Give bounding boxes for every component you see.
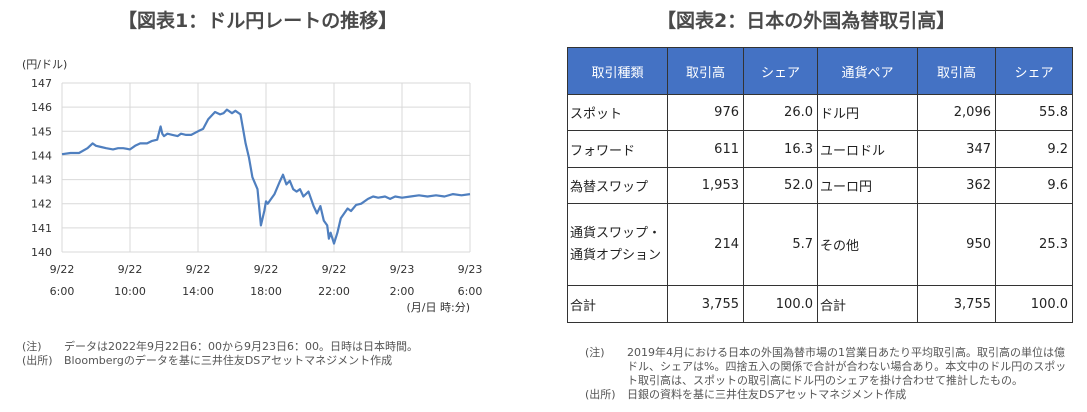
x-tick-label-time: 10:00 — [114, 285, 146, 298]
table-header-row: 取引種類 取引高 シェア 通貨ペア 取引高 シェア — [567, 47, 1073, 95]
header-cell: 通貨ペア — [817, 47, 918, 95]
y-axis-label: (円/ドル) — [22, 58, 67, 71]
source-key: (出所) — [22, 354, 53, 367]
table-cell: 2,096 — [917, 93, 996, 132]
x-axis-label: (月/日 時:分) — [407, 301, 471, 314]
x-tick-label-time: 6:00 — [458, 285, 483, 298]
table-cell: 100.0 — [743, 285, 818, 323]
table2-title: 【図表2：日本の外国為替取引高】 — [657, 10, 956, 32]
y-tick-label: 147 — [31, 77, 52, 90]
table-cell: 26.0 — [743, 93, 818, 132]
table-cell: 52.0 — [743, 166, 818, 205]
table-cell: 1,953 — [667, 166, 744, 205]
table-cell: 3,755 — [667, 285, 744, 323]
chart1-source-row: (出所) Bloombergのデータを基に三井住友DSアセットマネジメント作成 — [22, 354, 522, 368]
y-tick-label: 146 — [31, 101, 52, 114]
y-tick-label: 140 — [31, 246, 52, 259]
gridlines — [61, 82, 471, 253]
table-cell: 347 — [917, 130, 996, 168]
table-cell: 9.6 — [995, 166, 1073, 205]
table-cell: 3,755 — [917, 285, 996, 323]
table-row: 為替スワップ 1,953 52.0 ユーロ円 362 9.6 — [567, 166, 1073, 205]
note-key: (注) — [22, 340, 42, 353]
x-tick-label-date: 9/22 — [186, 263, 211, 276]
source-text: Bloombergのデータを基に三井住友DSアセットマネジメント作成 — [64, 354, 393, 367]
table-cell: 100.0 — [995, 285, 1073, 323]
x-tick-label-time: 6:00 — [50, 285, 75, 298]
table-cell: 950 — [917, 203, 996, 287]
x-tick-label-time: 18:00 — [250, 285, 282, 298]
usd-jpy-line-chart: (円/ドル) 140 141 142 143 144 145 146 147 9/22 6:00… — [22, 58, 483, 314]
source-key: (出所) — [585, 388, 616, 401]
y-tick-labels: 140 141 142 143 144 145 146 147 — [31, 77, 52, 259]
y-tick-label: 145 — [31, 125, 52, 138]
cell-line: 通貨オプション — [570, 247, 662, 263]
table-cell: ドル円 — [817, 93, 918, 132]
table2-source-row: (出所) 日銀の資料を基に三井住友DSアセットマネジメント作成 — [585, 388, 1075, 402]
note-text: データは2022年9月22日6：00から9月23日6：00。日時は日本時間。 — [64, 340, 418, 353]
x-tick-label-time: 14:00 — [182, 285, 214, 298]
table-cell: 611 — [667, 130, 744, 168]
x-tick-label-date: 9/22 — [254, 263, 279, 276]
header-cell: 取引種類 — [567, 47, 668, 95]
table-row: 通貨スワップ・ 通貨オプション 214 5.7 その他 950 25.3 — [567, 203, 1073, 287]
table-cell: 16.3 — [743, 130, 818, 168]
usd-jpy-series-line — [61, 108, 471, 245]
table-cell: 為替スワップ — [567, 166, 668, 205]
table-row: フォワード 611 16.3 ユーロドル 347 9.2 — [567, 130, 1073, 168]
note-text: 2019年4月における日本の外国為替市場の1営業日あたり平均取引高。取引高の単位… — [627, 346, 1067, 387]
source-text: 日銀の資料を基に三井住友DSアセットマネジメント作成 — [627, 388, 907, 401]
x-tick-label-date: 9/23 — [390, 263, 415, 276]
header-cell: シェア — [995, 47, 1073, 95]
table-cell: 合計 — [817, 285, 918, 323]
table-cell: 合計 — [567, 285, 668, 323]
x-tick-label-time: 2:00 — [390, 285, 415, 298]
table-cell: フォワード — [567, 130, 668, 168]
table-row: スポット 976 26.0 ドル円 2,096 55.8 — [567, 93, 1073, 132]
x-tick-label-date: 9/22 — [118, 263, 143, 276]
x-tick-labels: 9/22 6:00 9/22 10:00 9/22 14:00 9/22 18:00 9/22 2… — [50, 263, 483, 298]
table-cell: 9.2 — [995, 130, 1073, 168]
y-tick-label: 141 — [31, 222, 52, 235]
fx-volume-table: 取引種類 取引高 シェア 通貨ペア 取引高 シェア スポット 976 26.0 … — [567, 47, 1073, 323]
cell-line: 通貨スワップ・ — [570, 225, 662, 241]
y-tick-label: 144 — [31, 149, 52, 162]
note-key: (注) — [585, 346, 605, 359]
x-tick-label-date: 9/23 — [458, 263, 483, 276]
table-cell: スポット — [567, 93, 668, 132]
table-cell: 5.7 — [743, 203, 818, 287]
table2-note-row: (注) 2019年4月における日本の外国為替市場の1営業日あたり平均取引高。取引… — [585, 346, 1075, 388]
chart1-note-row: (注) データは2022年9月22日6：00から9月23日6：00。日時は日本時… — [22, 340, 522, 354]
chart1-notes: (注) データは2022年9月22日6：00から9月23日6：00。日時は日本時… — [22, 340, 522, 368]
table-cell: 362 — [917, 166, 996, 205]
table-cell: 55.8 — [995, 93, 1073, 132]
x-tick-label-date: 9/22 — [322, 263, 347, 276]
table-cell: その他 — [817, 203, 918, 287]
y-tick-label: 143 — [31, 174, 52, 187]
table-cell: 通貨スワップ・ 通貨オプション — [567, 203, 668, 287]
x-tick-label-time: 22:00 — [318, 285, 350, 298]
table-cell: 214 — [667, 203, 744, 287]
chart1-title: 【図表1：ドル円レートの推移】 — [118, 10, 398, 32]
table2-notes: (注) 2019年4月における日本の外国為替市場の1営業日あたり平均取引高。取引… — [585, 346, 1075, 402]
table-cell: 25.3 — [995, 203, 1073, 287]
x-tick-label-date: 9/22 — [50, 263, 75, 276]
header-cell: シェア — [743, 47, 818, 95]
table-total-row: 合計 3,755 100.0 合計 3,755 100.0 — [567, 285, 1073, 323]
table-cell: 976 — [667, 93, 744, 132]
table-cell: ユーロ円 — [817, 166, 918, 205]
y-tick-label: 142 — [31, 198, 52, 211]
header-cell: 取引高 — [917, 47, 996, 95]
table-cell: ユーロドル — [817, 130, 918, 168]
header-cell: 取引高 — [667, 47, 744, 95]
